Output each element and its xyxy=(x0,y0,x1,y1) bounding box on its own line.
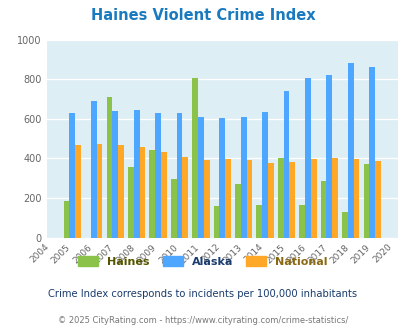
Bar xyxy=(362,164,369,238)
Bar xyxy=(331,158,337,238)
Bar xyxy=(225,159,230,238)
Bar xyxy=(283,91,289,238)
Bar xyxy=(262,112,267,238)
Bar xyxy=(298,205,304,238)
Bar xyxy=(369,67,374,238)
Bar xyxy=(128,167,133,238)
Bar xyxy=(341,212,347,238)
Bar xyxy=(160,152,166,238)
Bar xyxy=(69,113,75,238)
Bar xyxy=(171,179,176,238)
Text: Crime Index corresponds to incidents per 100,000 inhabitants: Crime Index corresponds to incidents per… xyxy=(48,289,357,299)
Bar xyxy=(192,78,198,238)
Bar xyxy=(347,63,353,238)
Bar xyxy=(310,159,316,238)
Bar xyxy=(353,159,358,238)
Bar xyxy=(182,157,188,238)
Text: © 2025 CityRating.com - https://www.cityrating.com/crime-statistics/: © 2025 CityRating.com - https://www.city… xyxy=(58,316,347,325)
Bar xyxy=(203,160,209,238)
Bar xyxy=(118,145,124,238)
Bar xyxy=(320,181,326,238)
Bar xyxy=(246,160,252,238)
Bar xyxy=(75,145,81,238)
Bar xyxy=(267,163,273,238)
Bar xyxy=(304,78,310,238)
Bar xyxy=(219,118,225,238)
Bar xyxy=(374,161,380,238)
Bar xyxy=(289,162,294,238)
Legend: Haines, Alaska, National: Haines, Alaska, National xyxy=(78,256,327,267)
Bar xyxy=(91,101,96,238)
Bar xyxy=(234,184,240,238)
Bar xyxy=(112,111,118,238)
Bar xyxy=(198,117,203,238)
Bar xyxy=(326,75,331,238)
Bar xyxy=(149,150,155,238)
Bar xyxy=(64,201,69,238)
Bar xyxy=(256,205,262,238)
Bar xyxy=(155,113,160,238)
Bar xyxy=(133,110,139,238)
Bar xyxy=(277,158,283,238)
Bar xyxy=(96,144,102,238)
Bar xyxy=(240,117,246,238)
Bar xyxy=(176,113,182,238)
Bar xyxy=(213,206,219,238)
Text: Haines Violent Crime Index: Haines Violent Crime Index xyxy=(90,8,315,23)
Bar xyxy=(106,97,112,238)
Bar xyxy=(139,147,145,238)
